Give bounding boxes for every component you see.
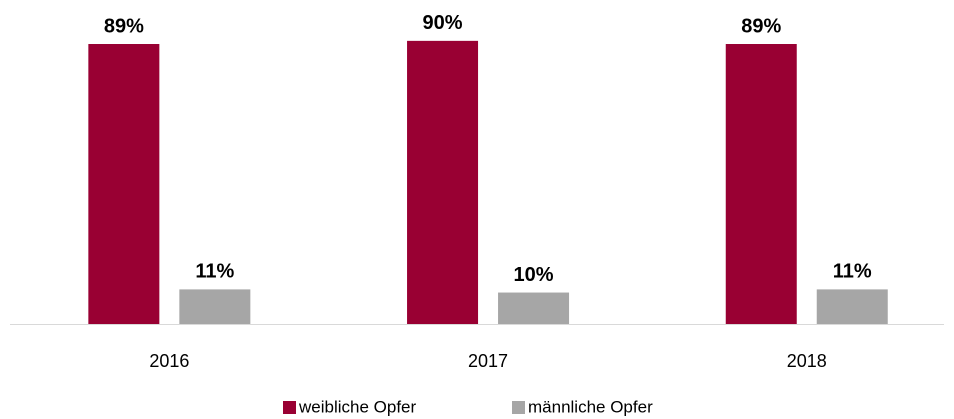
bar bbox=[816, 289, 888, 324]
value-label: 90% bbox=[423, 12, 463, 34]
value-label: 89% bbox=[741, 15, 781, 37]
bar bbox=[725, 44, 797, 324]
legend-swatch bbox=[512, 401, 525, 414]
value-label: 11% bbox=[833, 261, 872, 283]
bar bbox=[498, 292, 570, 324]
bar bbox=[179, 289, 251, 324]
bar bbox=[407, 40, 479, 325]
value-label: 10% bbox=[514, 264, 554, 286]
value-label: 11% bbox=[195, 261, 234, 283]
x-tick-label: 2018 bbox=[787, 351, 827, 371]
legend-label: weibliche Opfer bbox=[298, 397, 417, 416]
value-label: 89% bbox=[104, 15, 144, 37]
legend-label: männliche Opfer bbox=[528, 397, 653, 416]
x-tick-label: 2016 bbox=[149, 351, 189, 371]
bar bbox=[88, 44, 160, 324]
x-tick-label: 2017 bbox=[468, 351, 508, 371]
legend-swatch bbox=[283, 401, 296, 414]
